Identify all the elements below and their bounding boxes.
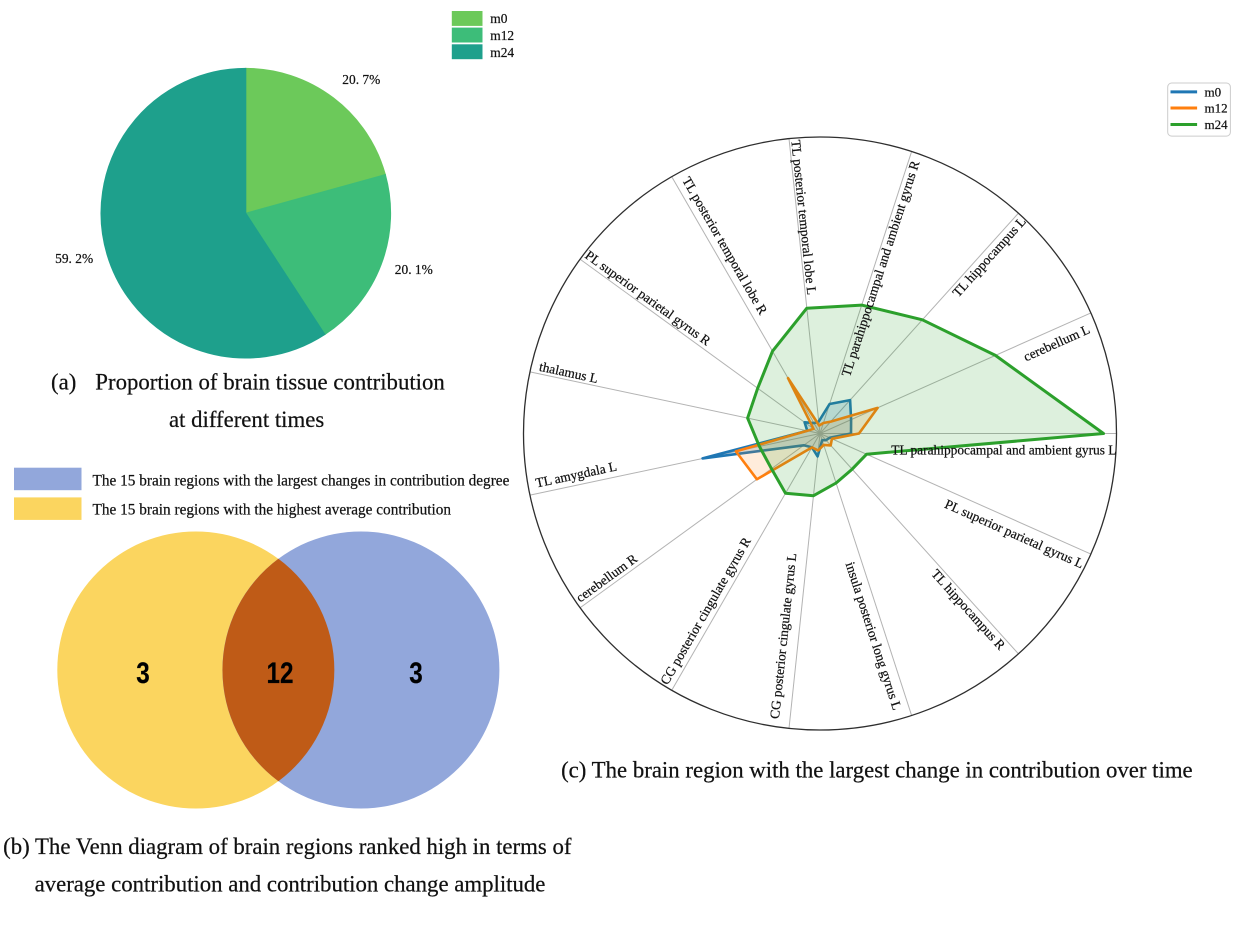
svg-text:12: 12 [267,657,294,690]
svg-text:(a): (a) [51,370,76,395]
svg-text:(b) The Venn diagram of brain: (b) The Venn diagram of brain regions ra… [3,834,572,859]
svg-text:m0: m0 [1205,85,1222,100]
svg-text:m24: m24 [490,45,514,60]
svg-text:Proportion of brain tissue con: Proportion of brain tissue contribution [95,370,445,395]
svg-text:m12: m12 [1205,101,1228,116]
svg-text:average contribution and contr: average contribution and contribution ch… [35,872,546,897]
svg-text:3: 3 [409,657,423,690]
svg-text:at different times: at different times [169,407,324,432]
svg-text:The 15 brain regions with the: The 15 brain regions with the highest av… [93,501,452,518]
svg-text:m12: m12 [490,28,514,43]
svg-text:m0: m0 [490,11,507,26]
svg-text:20. 7%: 20. 7% [342,72,380,87]
svg-text:59. 2%: 59. 2% [55,251,93,266]
svg-text:TL parahippocampal and ambient: TL parahippocampal and ambient gyrus L [891,443,1116,458]
svg-text:m24: m24 [1205,117,1229,132]
svg-text:3: 3 [136,657,150,690]
svg-text:(c) The brain region with the: (c) The brain region with the largest ch… [561,758,1193,783]
svg-text:The 15 brain regions with the: The 15 brain regions with the largest ch… [93,473,510,490]
svg-text:20. 1%: 20. 1% [395,262,433,277]
